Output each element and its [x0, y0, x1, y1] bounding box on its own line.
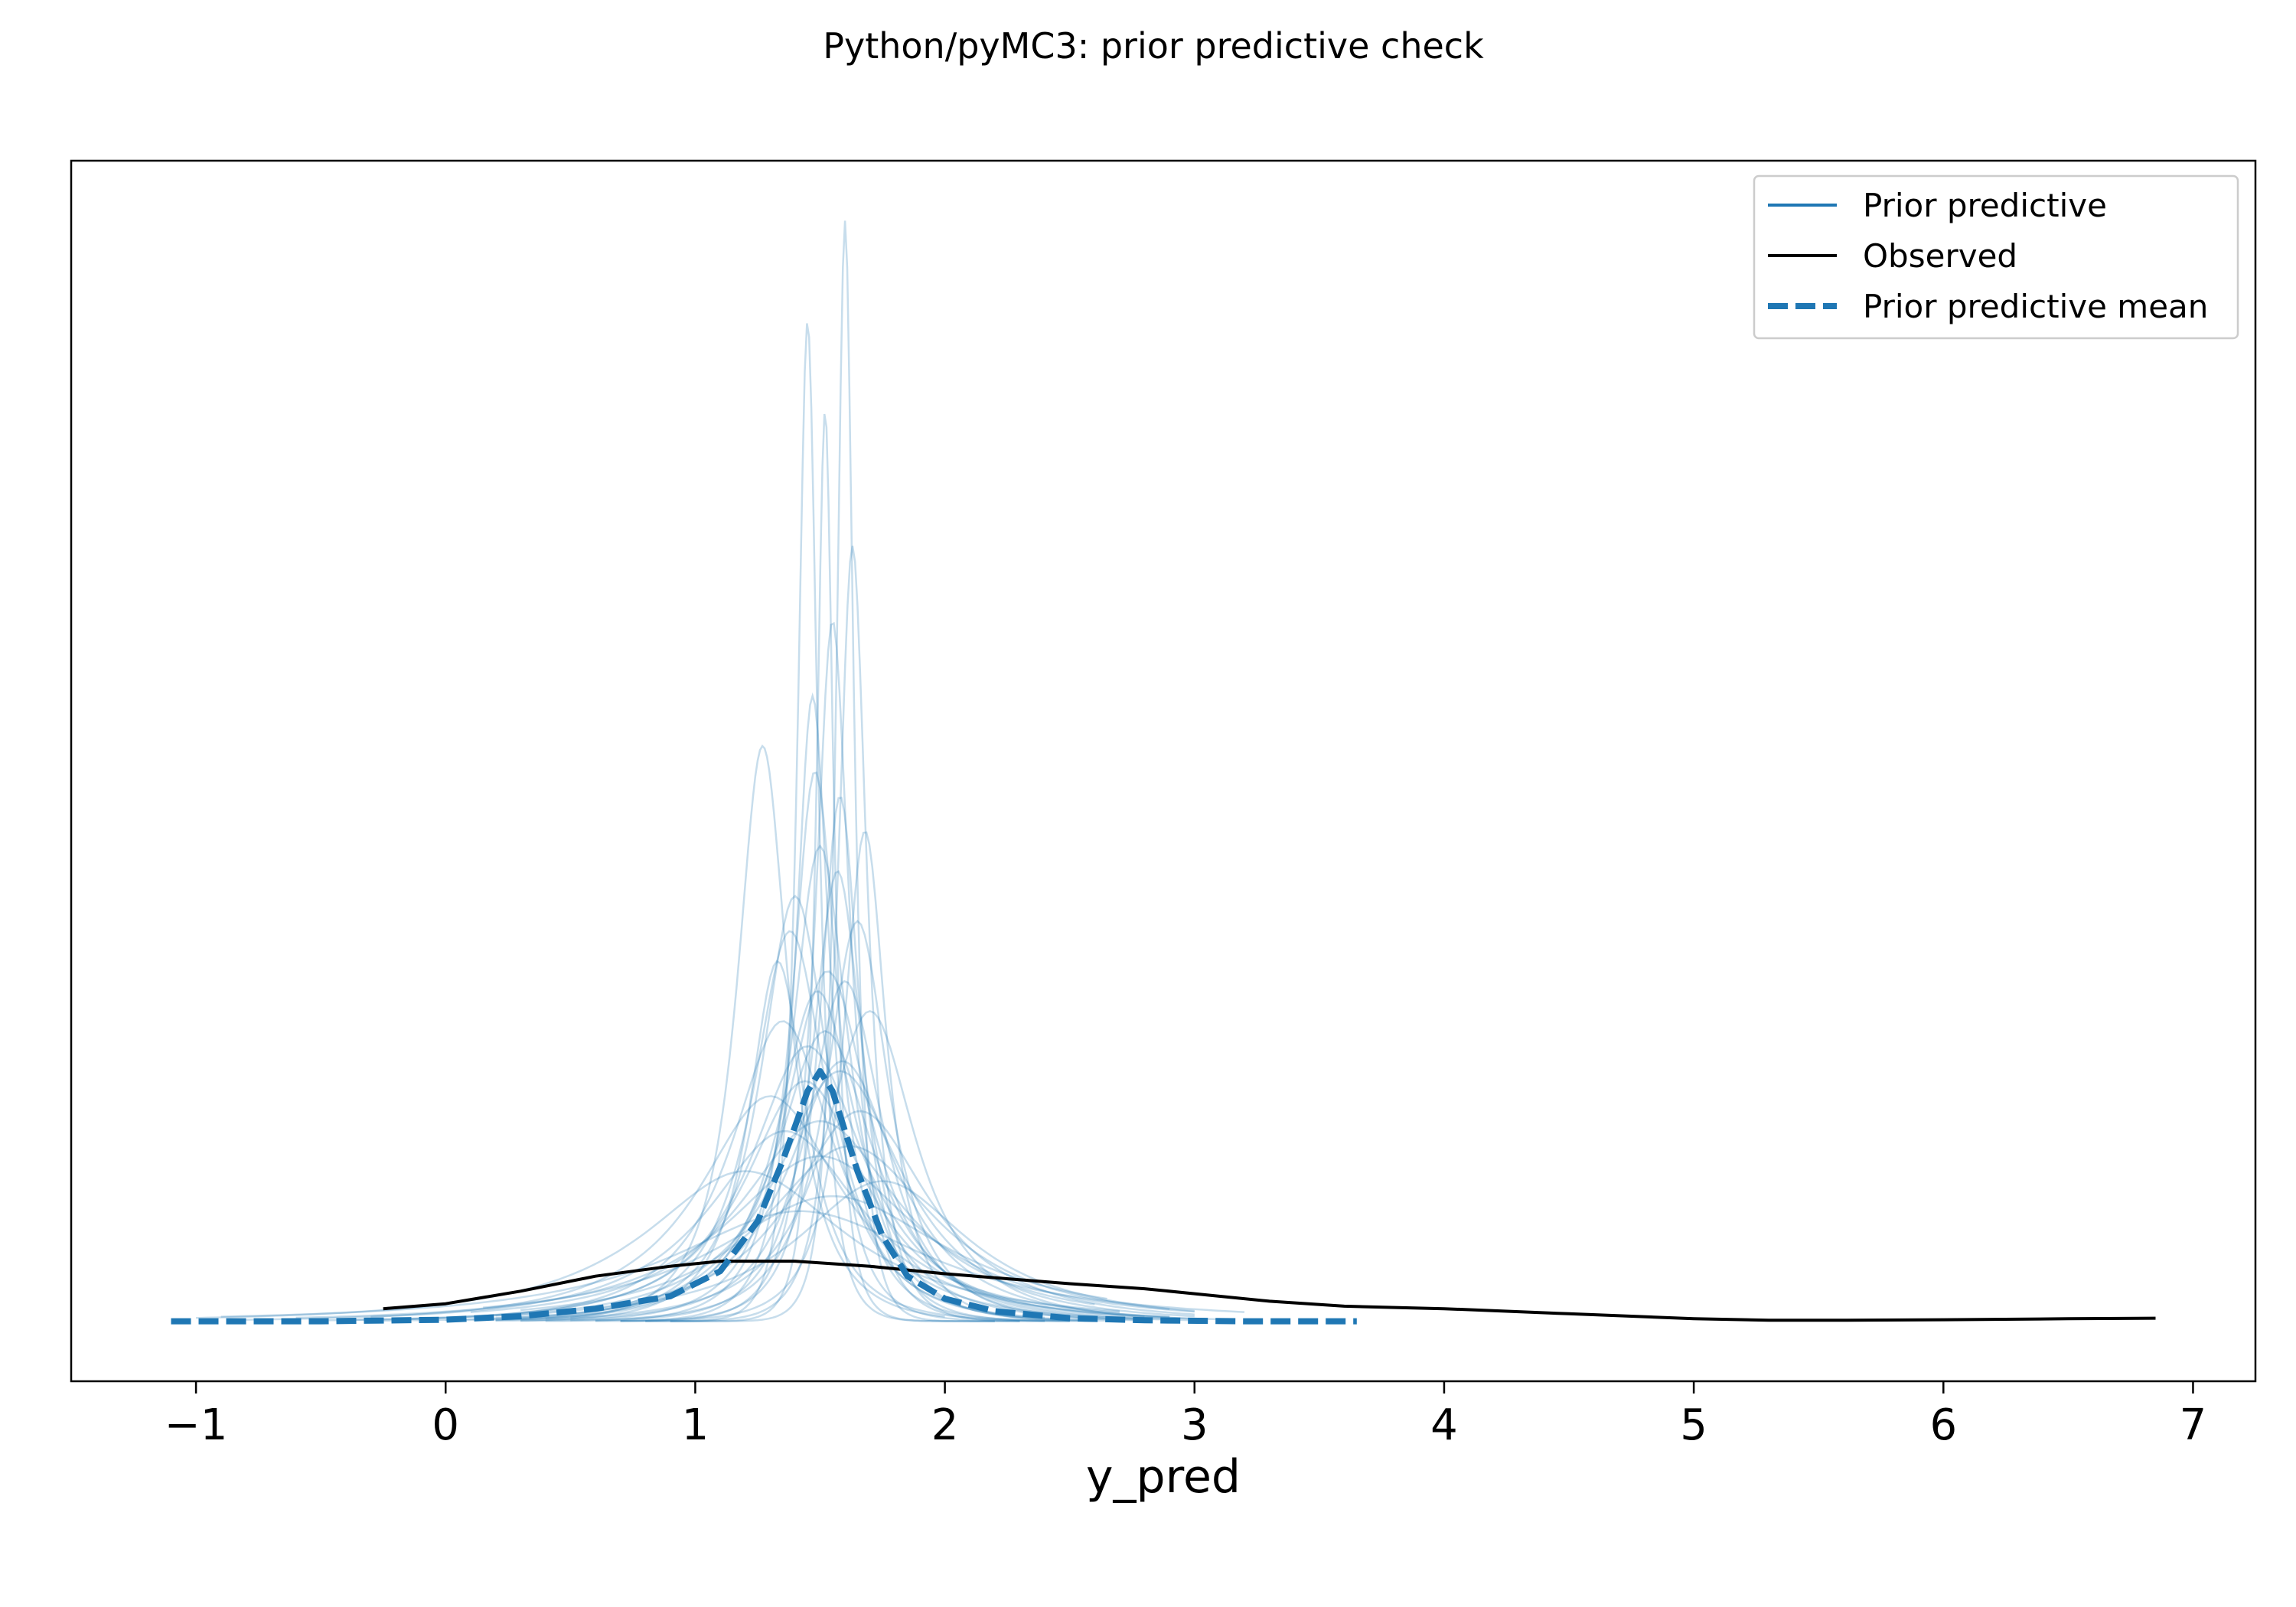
x-tick-label-1: 0: [432, 1400, 459, 1450]
prior-predictive-curve-24: [595, 870, 1070, 1322]
prior-predictive-curve-21: [220, 1210, 1245, 1318]
axes-frame: [70, 159, 2257, 1383]
prior-predictive-curve-15: [495, 1070, 1195, 1318]
prior-predictive-curve-6: [545, 771, 1095, 1322]
legend-label-observed: Observed: [1863, 237, 2017, 275]
x-tick-label-7: 6: [1929, 1400, 1957, 1450]
prior-predictive-curve-26: [620, 831, 1095, 1322]
prior-predictive-curve-7: [595, 797, 1070, 1322]
legend-label-prior-predictive: Prior predictive: [1863, 187, 2107, 224]
prior-predictive-curve-22: [595, 1180, 1195, 1312]
prior-predictive-curve-35: [495, 990, 1120, 1321]
prior-predictive-curve-31: [520, 1110, 1195, 1316]
prior-predictive-curve-27: [495, 960, 1045, 1322]
prior-predictive-curve-11: [445, 970, 1195, 1322]
prior-predictive-curve-34: [495, 1060, 1170, 1319]
x-tick-label-8: 7: [2180, 1400, 2207, 1450]
prior-predictive-curve-13: [545, 1009, 1195, 1320]
prior-predictive-curve-18: [520, 1145, 1170, 1312]
x-tick-label-4: 3: [1181, 1400, 1208, 1450]
legend-frame: [1753, 174, 2239, 340]
legend: Prior predictive Observed Prior predicti…: [1753, 174, 2239, 340]
observed-line: [383, 1260, 2156, 1322]
prior-predictive-curve-1: [645, 323, 995, 1322]
prior-predictive-curve-10: [570, 919, 1145, 1322]
x-axis: −1 0 1 2 3 4 5 6 7: [165, 1381, 2206, 1450]
plot-area: [171, 220, 2156, 1325]
x-tick-label-2: 1: [682, 1400, 709, 1450]
prior-predictive-curve-4: [570, 744, 945, 1319]
prior-predictive-curve-0: [670, 220, 1020, 1322]
prior-predictive-curve-9: [495, 895, 1095, 1322]
prior-predictive-curve-20: [483, 1195, 1107, 1309]
prior-predictive-curve-33: [370, 1130, 1120, 1318]
x-axis-label: y_pred: [1086, 1450, 1241, 1504]
prior-predictive-curve-16: [246, 1095, 1170, 1321]
prior-predictive-curve-14: [321, 1045, 1220, 1322]
prior-predictive-mean-line: [171, 1068, 1357, 1325]
prior-predictive-curve-2: [670, 413, 995, 1322]
x-tick-label-0: −1: [165, 1400, 228, 1450]
prior-predictive-curve-25: [620, 692, 1020, 1322]
x-tick-label-3: 2: [931, 1400, 959, 1450]
legend-label-prior-predictive-mean: Prior predictive mean: [1863, 288, 2208, 325]
chart-title: Python/pyMC3: prior predictive check: [823, 25, 1484, 67]
prior-predictive-curve-5: [620, 621, 1070, 1322]
x-tick-label-6: 5: [1680, 1400, 1707, 1450]
prior-predictive-curve-8: [520, 844, 1120, 1322]
prior-predictive-curve-19: [196, 1170, 1120, 1319]
prior-predictive-curve-23: [520, 930, 1045, 1320]
prior-predictive-curve-32: [295, 1155, 1195, 1319]
prior-predictive-curve-12: [395, 1020, 1145, 1321]
prior-predictive-curve-3: [645, 546, 1045, 1322]
x-tick-label-5: 4: [1430, 1400, 1458, 1450]
